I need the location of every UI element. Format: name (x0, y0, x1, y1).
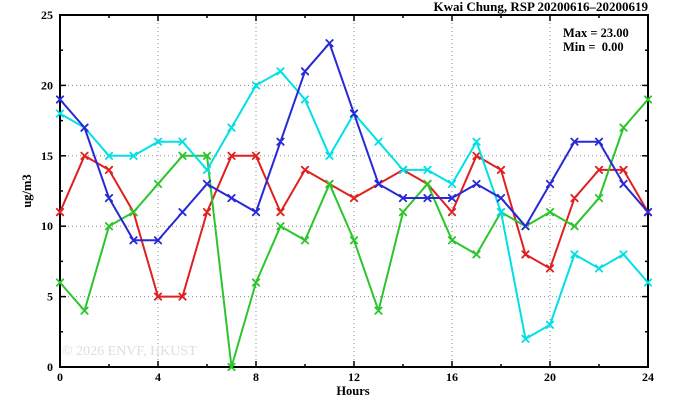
x-axis-label: Hours (336, 384, 369, 398)
y-tick-labels: 0 5 10 15 20 25 (41, 8, 53, 374)
y-tick-label: 20 (41, 78, 53, 92)
x-tick-labels: 0 4 8 12 16 20 24 (57, 370, 654, 384)
plot-area: 0 4 8 12 16 20 24 0 5 10 15 20 25 (41, 8, 654, 384)
y-tick-label: 5 (47, 290, 53, 304)
legend-min-value: Min = 0.00 (563, 40, 624, 54)
y-tick-label: 0 (47, 360, 53, 374)
x-tick-label: 12 (348, 370, 360, 384)
series-blue-series (55, 39, 653, 245)
gridlines (60, 15, 648, 367)
x-tick-label: 0 (57, 370, 63, 384)
x-tick-label: 4 (155, 370, 161, 384)
watermark: © 2026 ENVF, HKUST (62, 344, 197, 359)
legend-max-value: Max = 23.00 (563, 26, 629, 40)
chart-title: Kwai Chung, RSP 20200616–20200619 (433, 0, 648, 14)
y-tick-label: 10 (41, 219, 53, 233)
blue-series-line (59, 42, 649, 242)
axis-ticks (59, 14, 649, 368)
cyan-series-markers (55, 67, 653, 343)
y-tick-label: 25 (41, 8, 53, 22)
y-tick-label: 15 (41, 149, 53, 163)
x-tick-label: 24 (642, 370, 654, 384)
blue-series-markers (55, 39, 653, 245)
series-cyan-series (55, 67, 653, 343)
x-tick-label: 20 (544, 370, 556, 384)
red-series-markers (55, 151, 653, 301)
x-tick-label: 16 (446, 370, 458, 384)
y-axis-label: ug/m3 (20, 174, 34, 207)
x-tick-label: 8 (253, 370, 259, 384)
series-red-series (55, 151, 653, 301)
